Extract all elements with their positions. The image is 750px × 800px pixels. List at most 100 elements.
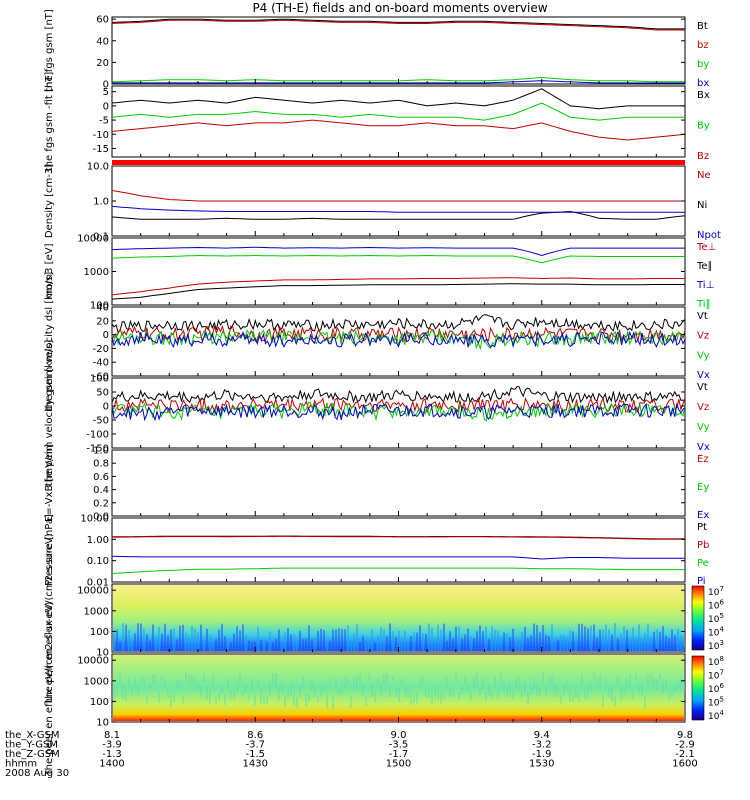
colorbar-label: 104 (708, 626, 724, 639)
ytick-label: 1.0 (93, 446, 109, 457)
legend-Vx: Vx (697, 442, 710, 453)
legend-Te∥: Te∥ (696, 261, 713, 272)
colorbar-label: 104 (708, 709, 724, 722)
series-fgs-gsm-components-Bz (111, 119, 686, 141)
ytick-label: 0 (103, 101, 109, 112)
ytick-label: -100 (86, 430, 109, 441)
ytick-label: -10 (93, 130, 109, 141)
footer-value: -3.2 (532, 740, 552, 751)
ytick-label: 0 (103, 330, 109, 341)
footer-value: 8.6 (247, 730, 263, 741)
series-peim-velocity-gsm-Vt (111, 385, 686, 405)
series-density-Ni (111, 210, 686, 220)
series-fgs-gsm-components-Bx (111, 88, 685, 110)
ytick-label: 0.4 (93, 485, 109, 496)
legend-Ex: Ex (697, 510, 709, 521)
legend-Pb: Pb (697, 540, 709, 551)
ytick-label: 20 (96, 58, 109, 69)
ytick-label: 0.1 (93, 232, 109, 243)
legend-bz: bz (697, 40, 709, 51)
footer-value: -3.7 (245, 740, 265, 751)
ylabel-density: Density [cm-3] (44, 164, 55, 238)
legend-Ti⊥: Ti⊥ (696, 280, 714, 291)
series-fgs-gsm-magnitude-bz (111, 19, 685, 31)
ytick-label: -40 (93, 358, 109, 369)
ylabel-peer-en-eflux: the peer en eflux eV/(cm2-s-sr-eV) (44, 602, 55, 775)
footer-value: 1600 (672, 759, 697, 770)
ylabel-peim-velocity-dsl: the peim velocity dsl [km/s] (44, 272, 55, 412)
legend-Pe: Pe (697, 558, 709, 569)
ytick-label: 100 (90, 627, 109, 638)
ytick-label: 0.6 (93, 472, 109, 483)
ytick-label: 10 (96, 648, 109, 659)
ytick-label: 40 (96, 36, 109, 47)
ytick-label: 100 (90, 374, 109, 385)
footer-layer: the_X-GSM 8.1 8.6 9.0 9.4 9.8 the_Y-GSM -3.9 -3.… (5, 730, 698, 779)
panel-frame-fgs-gsm-components (111, 85, 686, 158)
ytick-label: 1000 (84, 606, 109, 617)
ytick-label: 10000 (77, 586, 109, 597)
footer-row-label: the_Z-GSM (5, 749, 60, 760)
legend-Bx: Bx (697, 90, 710, 101)
ytick-label: 1000 (84, 676, 109, 687)
footer-row-label: hhmm (5, 759, 37, 770)
legend-Vz: Vz (697, 331, 709, 342)
ytick-label: 1.00 (87, 535, 109, 546)
legend-Vx: Vx (697, 370, 710, 381)
legend-Pt: Pt (697, 522, 707, 533)
ytick-label: 100 (90, 697, 109, 708)
series-peim-velocity-gsm-Vx (111, 402, 686, 422)
series-temperature-Te⊥ (111, 277, 685, 296)
ytick-label: -15 (93, 144, 109, 155)
footer-value: 1530 (529, 759, 554, 770)
legend-Bz: Bz (697, 151, 709, 162)
ytick-label: -20 (93, 344, 109, 355)
ytick-label: -60 (93, 372, 109, 383)
series-pressure-Pe (111, 567, 685, 574)
footer-value: -1.9 (532, 749, 552, 760)
series-peim-velocity-dsl-Vz (111, 324, 686, 343)
ytick-label: 10.00 (80, 514, 109, 525)
legend-Pi: Pi (697, 576, 706, 587)
spectrogram-texture (113, 623, 685, 651)
colorbar-label: 108 (708, 655, 724, 668)
ylabel-peim-velocity-gsm: the peim velocity gsm [km/s] (44, 340, 55, 487)
footer-row-label: the_Y-GSM (5, 740, 58, 751)
colorbar-electron (691, 655, 705, 721)
ylabel-fgs-gsm-components: the fgs gsm -fit [nT] (44, 72, 55, 172)
legend-Vt: Vt (697, 382, 708, 393)
ytick-label: 0 (103, 402, 109, 413)
footer-value: -1.7 (389, 749, 409, 760)
footer-value: -3.9 (102, 740, 122, 751)
footer-value: 8.1 (104, 730, 120, 741)
ytick-label: 1.0 (93, 197, 109, 208)
footer-value: -3.5 (389, 740, 409, 751)
series-fgs-gsm-components-By (111, 102, 685, 121)
panel-frame-peim-velocity-gsm (111, 377, 686, 449)
footer-value: -1.3 (102, 749, 122, 760)
ytick-label: 10.0 (87, 162, 109, 173)
series-temperature-Ti⊥ (111, 246, 685, 257)
ylabel-pressure: Pressure [nPa] (44, 514, 55, 586)
legend-by: by (697, 59, 709, 70)
ytick-label: 20 (96, 316, 109, 327)
panel-frame-e-field (111, 449, 686, 517)
ytick-label: -150 (86, 444, 109, 455)
footer-value: 1400 (99, 759, 124, 770)
ytick-label: -50 (93, 416, 109, 427)
legend-Npot: Npot (697, 230, 721, 241)
ytick-label: 0.2 (93, 498, 109, 509)
ytick-label: 60 (96, 15, 109, 26)
colorbar-label: 103 (708, 639, 724, 652)
colorbar-label: 106 (708, 682, 724, 695)
footer-value: 9.8 (677, 730, 693, 741)
series-fgs-gsm-magnitude-Bt (111, 18, 685, 30)
footer-value: 9.0 (391, 730, 407, 741)
series-peim-velocity-dsl-Vx (111, 330, 686, 349)
series-temperature-Te∥ (111, 283, 685, 300)
series-peim-velocity-dsl-Vt (111, 314, 686, 334)
ylabel-fgs-gsm-magnitude: the fgs gsm [nT] (44, 9, 55, 92)
ytick-label: 0.01 (87, 578, 109, 589)
